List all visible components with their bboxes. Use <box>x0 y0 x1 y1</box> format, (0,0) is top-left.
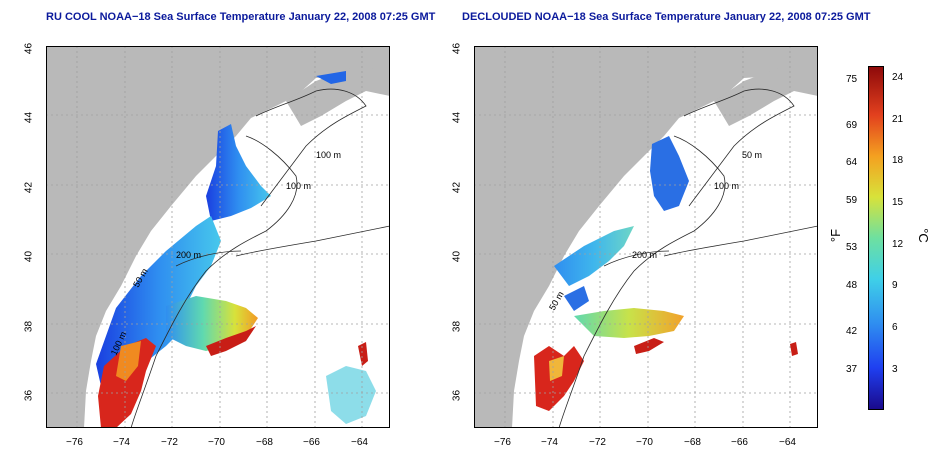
fahrenheit-tick: 64 <box>846 157 858 168</box>
left-ytick: 36 <box>23 389 35 402</box>
celsius-tick: 21 <box>892 114 904 125</box>
bathymetry-contours <box>558 88 818 428</box>
grid-lines <box>46 46 390 428</box>
bathymetry-contours <box>130 88 390 428</box>
celsius-unit-label: °C <box>915 228 931 243</box>
left-map-title: RU COOL NOAA−18 Sea Surface Temperature … <box>46 11 436 23</box>
left-ytick: 42 <box>23 181 35 194</box>
celsius-tick: 9 <box>892 280 898 291</box>
right-map-title: DECLOUDED NOAA−18 Sea Surface Temperatur… <box>462 11 871 23</box>
celsius-tick: 24 <box>892 72 904 83</box>
left-xtick: −64 <box>351 437 368 448</box>
left-ytick: 38 <box>23 320 35 333</box>
right-xtick: −72 <box>589 437 606 448</box>
fahrenheit-unit-label: °F <box>828 228 844 243</box>
celsius-tick: 3 <box>892 364 898 375</box>
left-xtick: −74 <box>113 437 130 448</box>
contour-label: 200 m <box>176 250 201 260</box>
left-xtick: −76 <box>66 437 83 448</box>
fahrenheit-tick: 48 <box>846 280 858 291</box>
land-mass <box>474 46 818 428</box>
land-mass <box>46 46 390 428</box>
right-xtick: −64 <box>779 437 796 448</box>
right-ytick: 42 <box>451 181 463 194</box>
right-ytick: 38 <box>451 320 463 333</box>
contour-label: 50 m <box>742 150 762 160</box>
left-xtick: −70 <box>208 437 225 448</box>
fahrenheit-tick: 75 <box>846 74 858 85</box>
celsius-tick: 6 <box>892 322 898 333</box>
right-xtick: −70 <box>636 437 653 448</box>
right-map-plot: 50 m 100 m 200 m 50 m <box>474 46 818 428</box>
right-xtick: −76 <box>494 437 511 448</box>
celsius-tick: 18 <box>892 155 904 166</box>
left-xtick: −68 <box>256 437 273 448</box>
fahrenheit-tick: 42 <box>846 326 858 337</box>
left-xtick: −66 <box>303 437 320 448</box>
contour-label: 100 m <box>286 181 311 191</box>
temperature-colorbar <box>868 66 884 410</box>
right-xtick: −74 <box>541 437 558 448</box>
grid-lines <box>474 46 818 428</box>
celsius-tick: 12 <box>892 239 904 250</box>
fahrenheit-tick: 59 <box>846 195 858 206</box>
fahrenheit-tick: 69 <box>846 120 858 131</box>
right-ytick: 36 <box>451 389 463 402</box>
left-map-plot: 100 m 100 m 200 m 50 m 100 m <box>46 46 390 428</box>
left-ytick: 44 <box>23 111 35 124</box>
left-ytick: 40 <box>23 250 35 263</box>
contour-label: 100 m <box>316 150 341 160</box>
right-map-panel: 50 m 100 m 200 m 50 m <box>474 46 818 428</box>
left-ytick: 46 <box>23 42 35 55</box>
left-map-panel: 100 m 100 m 200 m 50 m 100 m <box>46 46 390 428</box>
right-xtick: −66 <box>731 437 748 448</box>
right-ytick: 46 <box>451 42 463 55</box>
contour-label: 200 m <box>632 250 657 260</box>
celsius-tick: 15 <box>892 197 904 208</box>
nova-scotia <box>286 66 390 126</box>
right-ytick: 40 <box>451 250 463 263</box>
right-ytick: 44 <box>451 111 463 124</box>
left-xtick: −72 <box>161 437 178 448</box>
nova-scotia <box>714 66 818 126</box>
right-xtick: −68 <box>684 437 701 448</box>
fahrenheit-tick: 37 <box>846 364 858 375</box>
fahrenheit-tick: 53 <box>846 242 858 253</box>
contour-label: 100 m <box>714 181 739 191</box>
